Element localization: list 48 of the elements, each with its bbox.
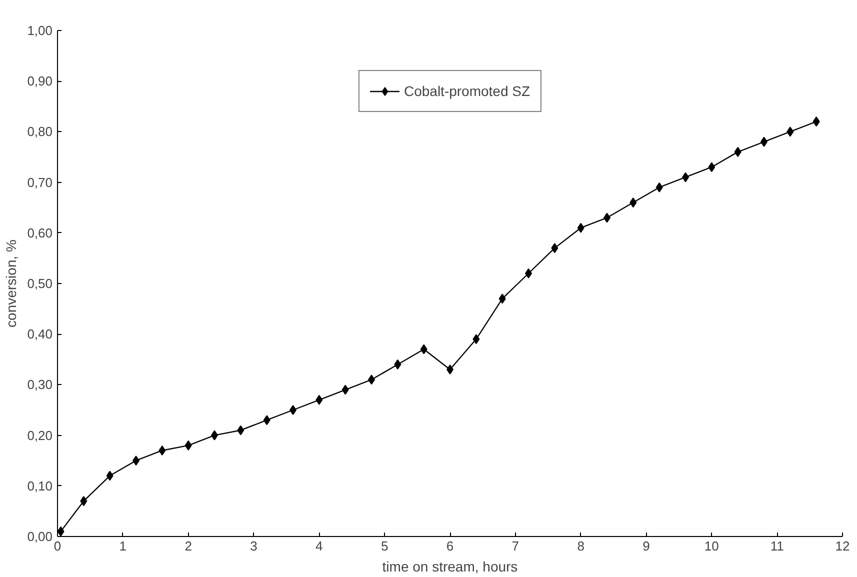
x-tick-label: 6 (446, 538, 454, 554)
point (577, 222, 584, 233)
x-tick-label: 12 (835, 538, 850, 554)
y-tick-label: 0,70 (27, 174, 53, 190)
point (472, 334, 480, 344)
point (80, 496, 88, 506)
x-tick-label: 10 (704, 538, 719, 554)
x-axis-title: time on stream, hours (382, 558, 518, 574)
point (394, 359, 402, 370)
point (316, 394, 323, 405)
y-tick-label: 0,90 (27, 74, 53, 89)
y-tick-label: 0,80 (27, 124, 53, 140)
x-tick-label: 5 (380, 538, 388, 554)
x-tick-label: 2 (184, 538, 192, 554)
point (551, 243, 558, 254)
x-tick-label: 1 (119, 538, 127, 554)
point (420, 344, 428, 354)
point (630, 198, 637, 208)
y-tick-label: 0,00 (27, 529, 53, 544)
point (290, 405, 296, 415)
y-tick-label: 0,60 (27, 225, 53, 240)
point (106, 470, 114, 481)
y-tick-label: 1,00 (27, 23, 53, 38)
point (734, 146, 742, 157)
point (708, 162, 716, 172)
x-tick-label: 11 (770, 538, 784, 554)
y-tick-label: 0,50 (27, 276, 53, 291)
point (184, 440, 192, 450)
x-tick-label: 3 (250, 538, 258, 554)
point (498, 294, 506, 304)
point (158, 445, 166, 456)
x-tick-label: 4 (316, 538, 323, 554)
x-tick-label: 7 (512, 538, 520, 554)
x-tick-label: 0 (54, 538, 62, 554)
y-axis-title: conversion, % (3, 240, 20, 328)
point (656, 182, 663, 192)
point (263, 415, 270, 426)
y-tick-label: 0,10 (27, 478, 53, 494)
point (237, 425, 244, 436)
y-tick-label: 0,40 (27, 326, 53, 342)
y-tick-label: 0,30 (27, 377, 53, 392)
point (342, 384, 349, 395)
point (786, 126, 794, 137)
x-tick-label: 8 (577, 538, 584, 554)
point (812, 116, 820, 127)
y-tick-label: 0,20 (27, 428, 53, 443)
x-tick-label: 9 (642, 538, 650, 554)
legend-label: Cobalt-promoted SZ (404, 83, 530, 99)
